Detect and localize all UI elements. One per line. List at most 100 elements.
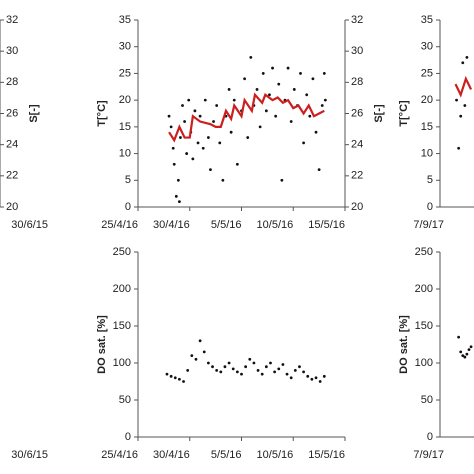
point <box>240 372 243 376</box>
y2-axis-label: S[-] <box>373 104 385 123</box>
point <box>457 335 461 339</box>
y2-tick-label: 32 <box>351 14 363 26</box>
point <box>256 369 260 372</box>
point <box>264 365 268 369</box>
point <box>463 104 467 107</box>
point <box>302 370 305 374</box>
x-tick-label: 7/9/17 <box>413 219 444 231</box>
point <box>289 376 293 380</box>
point <box>252 361 256 365</box>
point <box>274 114 278 118</box>
point <box>235 370 239 374</box>
point <box>261 72 265 75</box>
point <box>317 168 321 172</box>
y-tick-label: 0 <box>125 431 131 443</box>
x-tick-label: 10/5/16 <box>257 449 294 461</box>
point <box>227 361 231 365</box>
point <box>179 136 182 139</box>
point <box>459 350 463 354</box>
y-tick-label: 30 <box>119 41 131 53</box>
y-tick-label: 200 <box>113 283 131 295</box>
point <box>299 72 302 75</box>
point <box>322 72 326 75</box>
y-axis-label: DO sat. [%] <box>398 315 410 374</box>
point <box>455 98 458 102</box>
line <box>454 75 473 98</box>
point <box>298 365 301 369</box>
y-tick-label: 0 <box>427 201 433 213</box>
point <box>273 370 277 374</box>
y2-tick-label: 26 <box>351 107 363 119</box>
y2-axis-label: S[-] <box>28 104 40 123</box>
point <box>310 377 314 381</box>
point <box>311 77 315 81</box>
y-tick-label: 25 <box>421 67 433 79</box>
y-tick-label: 20 <box>119 94 131 106</box>
point <box>322 374 326 378</box>
point <box>190 354 194 357</box>
point <box>193 109 197 113</box>
y2-tick-label: 26 <box>6 107 18 119</box>
point <box>293 369 297 372</box>
point <box>246 136 250 139</box>
point <box>318 380 322 383</box>
point <box>314 376 318 380</box>
point <box>229 130 233 134</box>
point <box>302 141 305 145</box>
point <box>243 77 247 81</box>
point <box>269 361 272 365</box>
point <box>292 88 296 91</box>
y2-tick-label: 22 <box>351 170 363 182</box>
y2-tick-label: 24 <box>351 139 363 151</box>
point <box>459 114 463 118</box>
y-tick-label: 10 <box>421 147 433 159</box>
point <box>461 61 465 65</box>
point <box>185 152 189 155</box>
y2-tick-label: 32 <box>6 14 18 26</box>
point <box>465 352 469 356</box>
y2-tick-label: 20 <box>351 201 363 213</box>
point <box>174 194 178 198</box>
y-tick-label: 100 <box>113 357 131 369</box>
point <box>248 357 252 361</box>
point <box>218 141 222 145</box>
y-tick-label: 250 <box>113 246 131 258</box>
point <box>249 56 253 59</box>
y-tick-label: 150 <box>415 320 433 332</box>
y2-tick-label: 20 <box>6 201 18 213</box>
y2-tick-label: 30 <box>351 45 363 57</box>
y-axis-label: DO sat. [%] <box>96 315 108 374</box>
y-tick-label: 0 <box>427 431 433 443</box>
point <box>268 93 271 97</box>
x-tick-label: 30/4/16 <box>153 219 190 231</box>
y-tick-label: 5 <box>125 174 131 186</box>
point <box>198 114 202 118</box>
point <box>198 339 202 343</box>
y2-tick-label: 24 <box>6 139 18 151</box>
point <box>182 380 185 383</box>
x-tick-label: 5/5/16 <box>211 219 242 231</box>
point <box>215 369 219 372</box>
y-tick-label: 50 <box>421 394 433 406</box>
point <box>231 367 235 371</box>
x-tick-label: 15/5/16 <box>308 449 345 461</box>
y-tick-label: 30 <box>421 41 433 53</box>
point <box>212 120 215 123</box>
point <box>171 146 175 150</box>
point <box>465 56 469 59</box>
point <box>206 361 210 365</box>
y-tick-label: 200 <box>415 283 433 295</box>
point <box>286 66 290 70</box>
point <box>178 377 181 381</box>
point <box>461 354 465 357</box>
point <box>277 367 281 371</box>
point <box>178 200 181 204</box>
y-tick-label: 150 <box>113 320 131 332</box>
point <box>167 114 171 118</box>
y-tick-label: 35 <box>421 14 433 26</box>
point <box>280 178 284 182</box>
point <box>172 162 176 166</box>
point <box>209 168 212 172</box>
y-tick-label: 0 <box>125 201 131 213</box>
